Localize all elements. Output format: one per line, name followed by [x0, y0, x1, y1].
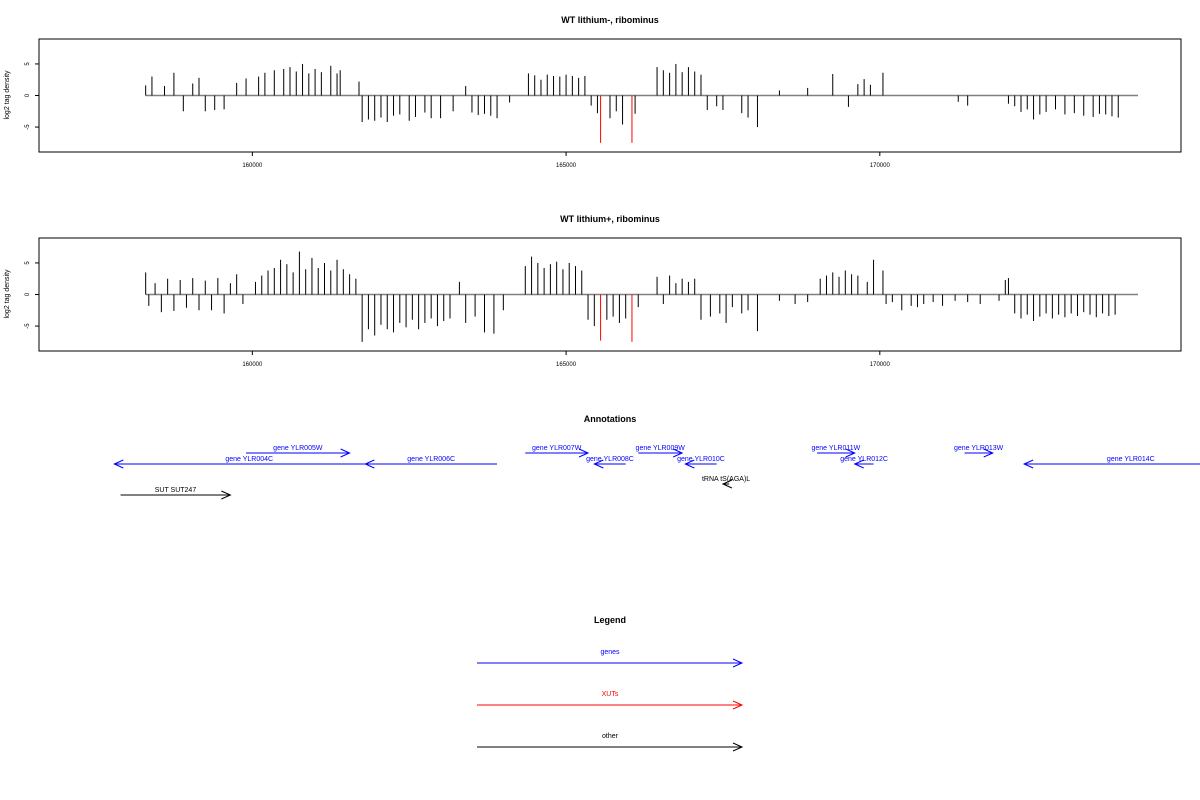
arrow-head — [983, 448, 994, 458]
feature-gene-ylr005w: gene YLR005W — [246, 445, 351, 458]
legend-label: other — [602, 733, 619, 740]
feature-label: gene YLR008C — [586, 456, 634, 463]
arrow-head — [593, 459, 604, 469]
bars — [145, 63, 1138, 143]
feature-label: gene YLR006C — [407, 456, 455, 463]
x-tick-label: 165000 — [556, 362, 577, 368]
feature-gene-ylr012c: gene YLR012C — [840, 456, 888, 469]
arrow-head — [732, 742, 744, 752]
feature-label: tRNA tS(AGA)L — [702, 476, 750, 483]
panel-title: WT lithium-, ribominus — [561, 15, 659, 25]
y-tick-label: 0 — [25, 292, 31, 296]
feature-label: gene YLR012C — [840, 456, 888, 463]
y-tick-label: 0 — [25, 93, 31, 97]
legend-label: genes — [600, 649, 620, 656]
arrow-head — [1022, 459, 1034, 469]
feature-gene-ylr010c: gene YLR010C — [677, 456, 725, 469]
feature-gene-ylr008c: gene YLR008C — [586, 456, 634, 469]
feature-label: gene YLR014C — [1107, 456, 1155, 463]
feature-label: gene YLR007W — [532, 445, 582, 452]
y-axis-label: log2 tag density — [4, 269, 11, 319]
feature-label: gene YLR010C — [677, 456, 725, 463]
feature-label: gene YLR004C — [225, 456, 273, 463]
arrow-head — [732, 700, 744, 710]
legend-item-genes: genes — [477, 649, 744, 668]
legend-label: XUTs — [602, 691, 619, 698]
arrow-head — [672, 448, 684, 458]
legend-items: genes XUTs other — [477, 649, 744, 752]
feature-gene-ylr011w: gene YLR011W — [811, 445, 861, 458]
feature-gene-ylr014c: gene YLR014C — [1022, 456, 1200, 469]
y-tick-label: 5 — [25, 62, 31, 66]
track-panel-lithium-plus: WT lithium+, ribominus log2 tag density … — [4, 214, 1182, 368]
annotations-title: Annotations — [584, 414, 637, 424]
x-tick-label: 160000 — [242, 362, 263, 368]
feature-label: SUT SUT247 — [155, 487, 197, 494]
x-tick-label: 165000 — [556, 163, 577, 169]
feature-label: gene YLR013W — [954, 445, 1004, 452]
feature-gene-ylr004c: gene YLR004C — [113, 456, 385, 469]
y-tick-label: -5 — [25, 323, 31, 329]
feature-gene-ylr013w: gene YLR013W — [954, 445, 1004, 458]
arrow-head — [221, 490, 232, 500]
feature-label: gene YLR005W — [273, 445, 323, 452]
legend-title: Legend — [594, 615, 626, 625]
arrow-head — [340, 448, 351, 458]
y-tick-label: 5 — [25, 261, 31, 265]
arrow-head — [578, 448, 590, 458]
arrow-head — [845, 448, 856, 458]
track-panel-lithium-minus: WT lithium-, ribominus log2 tag density … — [4, 15, 1182, 169]
x-tick-label: 160000 — [242, 163, 263, 169]
feature-gene-ylr009w: gene YLR009W — [636, 445, 686, 458]
legend-item-xuts: XUTs — [477, 691, 744, 710]
arrow-head — [364, 459, 375, 469]
x-tick-label: 170000 — [870, 163, 891, 169]
legend: Legend genes XUTs other — [477, 615, 744, 752]
feature-gene-ylr007w: gene YLR007W — [525, 445, 590, 458]
feature-gene-ylr006c: gene YLR006C — [364, 456, 498, 469]
x-tick-label: 170000 — [870, 362, 891, 368]
arrow-head — [113, 459, 124, 469]
legend-item-other: other — [477, 733, 744, 752]
bars — [145, 251, 1138, 342]
arrow-head — [721, 479, 733, 489]
arrow-head — [684, 459, 695, 469]
y-axis-label: log2 tag density — [4, 70, 11, 120]
panel-title: WT lithium+, ribominus — [560, 214, 660, 224]
y-tick-label: -5 — [25, 124, 31, 130]
feature-trna-ts-aga-l: tRNA tS(AGA)L — [702, 476, 750, 489]
feature-sut-sut247: SUT SUT247 — [120, 487, 232, 500]
arrow-head — [853, 459, 864, 469]
arrow-head — [732, 658, 744, 668]
feature-label: gene YLR011W — [811, 445, 860, 452]
feature-label: gene YLR009W — [636, 445, 686, 452]
